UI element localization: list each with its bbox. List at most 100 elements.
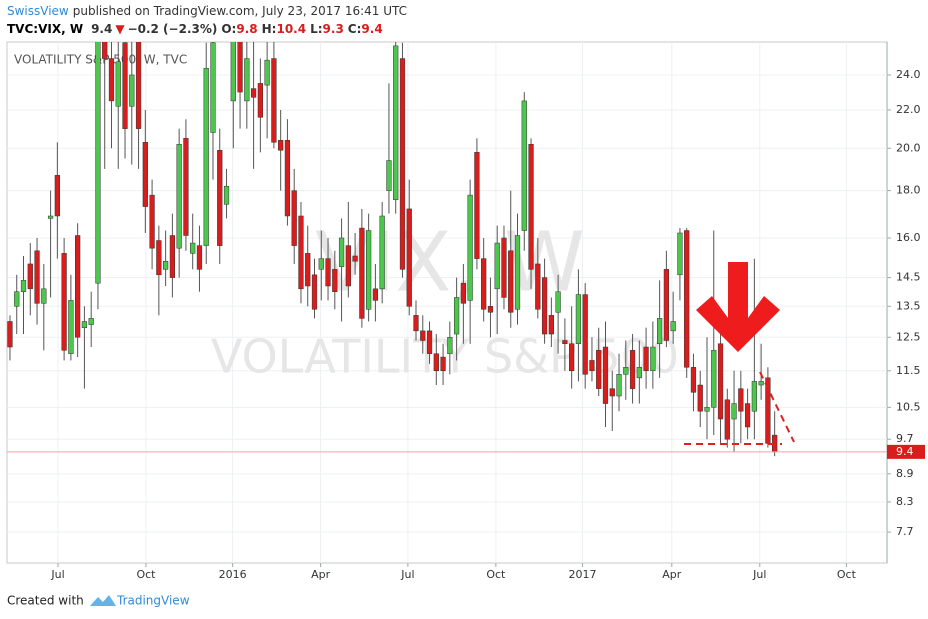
arrow (696, 262, 780, 352)
candle-body (68, 300, 74, 354)
candle-body (257, 83, 263, 118)
ohlc-label: H: (262, 22, 277, 36)
y-tick-label: 13.5 (896, 299, 921, 312)
candle-body (311, 274, 318, 310)
candle-body (305, 253, 311, 287)
candle-body (643, 346, 649, 372)
candle-body (27, 263, 33, 290)
candle-body (575, 294, 582, 344)
y-tick-label: 24.0 (896, 68, 921, 81)
y-tick-label: 20.0 (896, 141, 921, 154)
candle-body (399, 58, 406, 270)
candle-body (372, 288, 379, 301)
ohlc-value: 9.4 (361, 22, 382, 36)
candle-body (54, 175, 60, 217)
candle-body (548, 315, 554, 335)
candle-body (758, 381, 764, 386)
candle-body (163, 261, 169, 270)
candle-body (460, 282, 466, 304)
x-tick-label: 2016 (219, 568, 247, 581)
candle-body (20, 280, 27, 292)
candle-body (284, 140, 291, 217)
candle-body (217, 150, 223, 246)
candle-body (203, 68, 209, 246)
candle-body (47, 215, 54, 219)
candle-body (278, 140, 284, 151)
candle-body (677, 232, 683, 276)
published: published on TradingView.com, July 23, 2… (73, 4, 407, 18)
candle-body (244, 58, 250, 102)
candle-body (481, 258, 487, 310)
ohlc-label: L: (310, 22, 322, 36)
candle-body (190, 242, 196, 254)
candle-body (34, 250, 40, 304)
watermark: VOLATILITY S&P 500 (211, 330, 679, 384)
candle-body (406, 208, 412, 307)
logo (90, 595, 116, 606)
x-tick-label: Jul (50, 568, 64, 581)
candle-body (663, 269, 670, 341)
trend-line (759, 371, 795, 443)
candle-body (528, 144, 534, 270)
y-tick-label: 8.3 (896, 495, 914, 508)
candle-body (393, 45, 399, 200)
candle-body (738, 388, 744, 412)
candle-body (582, 294, 588, 375)
candle-body (129, 74, 135, 107)
x-tick-label: Oct (837, 568, 857, 581)
candle-body (744, 403, 751, 428)
candle-body (690, 367, 697, 393)
candle-body (345, 245, 351, 287)
candle-body (453, 297, 460, 335)
candle-body (183, 138, 189, 236)
candle-body (264, 59, 270, 86)
candles (7, 42, 887, 457)
candle-body (81, 321, 88, 328)
x-tick-label: Oct (486, 568, 506, 581)
last-price-label: 9.4 (896, 445, 914, 458)
axes: 7.7 8.3 8.9 9.7 10.5 11.5 12.5 13.5 14.5 16.0 18.0… (50, 68, 925, 581)
last: 9.4 (91, 22, 112, 36)
candle-body (75, 235, 81, 338)
candle-body (474, 152, 480, 259)
candle-body (210, 42, 216, 133)
candle-body (115, 61, 121, 107)
candle-body (602, 346, 609, 404)
candle-body (440, 356, 446, 372)
candle-body (508, 250, 514, 313)
candle-body (325, 258, 331, 287)
candle-body (609, 388, 615, 397)
candle-body (487, 306, 494, 313)
candle-body (135, 42, 142, 129)
symbol: TVC:VIX, W (7, 22, 83, 36)
candle-body (596, 350, 602, 389)
brand[interactable]: TradingView (116, 594, 190, 608)
candle-body (41, 288, 47, 304)
candle-body (366, 230, 372, 310)
y-tick-label: 14.5 (896, 271, 921, 284)
y-tick-label: 22.0 (896, 103, 921, 116)
candle-body (426, 330, 433, 354)
y-tick-label: 9.7 (896, 432, 914, 445)
chart-title: VOLATILITY S&P 500, W, TVC (14, 53, 187, 67)
ohlc-value: 10.4 (276, 22, 306, 36)
author[interactable]: SwissView (7, 4, 69, 18)
candle-body (704, 407, 710, 412)
candle-body (318, 258, 324, 270)
candle-body (169, 235, 176, 278)
footer-text: Created with (7, 594, 84, 608)
candle-body (88, 318, 94, 325)
y-tick-label: 8.9 (896, 467, 914, 480)
candle-body (122, 42, 128, 129)
candle-body (14, 291, 20, 307)
candle-body (332, 269, 338, 292)
x-tick-label: Oct (136, 568, 156, 581)
ohlc-value: 9.8 (236, 22, 257, 36)
candle-body (352, 255, 358, 262)
direction: ▼ (115, 22, 125, 36)
x-tick-label: Jul (752, 568, 766, 581)
candle-body (230, 42, 236, 102)
candle-body (514, 235, 521, 310)
y-tick-label: 18.0 (896, 184, 921, 197)
